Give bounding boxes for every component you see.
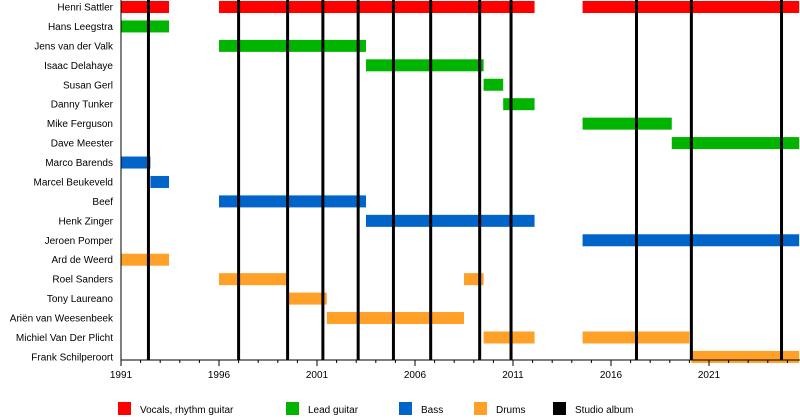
x-tick-label: 1996: [208, 370, 231, 381]
member-bar: [326, 312, 464, 325]
member-bar: [582, 117, 672, 130]
member-bar: [121, 156, 151, 169]
x-tick-label: 2016: [600, 370, 623, 381]
member-label: Roel Sanders: [52, 275, 113, 286]
x-tick-label: 2021: [698, 370, 721, 381]
member-label: Beef: [92, 197, 113, 208]
studio-album-line: [634, 0, 638, 360]
studio-album-line: [237, 0, 241, 360]
member-label: Mike Ferguson: [47, 119, 113, 130]
x-tick-label: 1991: [110, 370, 133, 381]
studio-album-line: [146, 0, 150, 360]
legend-swatch-bass: [399, 402, 412, 415]
member-label: Dave Meester: [51, 139, 114, 150]
legend-swatch-album: [553, 402, 566, 415]
studio-album-line: [429, 0, 433, 360]
member-label: Michiel Van Der Plicht: [16, 333, 113, 344]
studio-album-line: [689, 0, 693, 360]
legend-label-album: Studio album: [575, 405, 633, 416]
member-label: Marcel Beukeveld: [34, 177, 113, 188]
member-bar: [503, 98, 535, 111]
member-bar: [483, 78, 504, 91]
member-bar: [366, 214, 535, 227]
studio-album-line: [509, 0, 513, 360]
member-bar: [150, 175, 170, 188]
studio-album-line: [286, 0, 290, 360]
studio-album-line: [780, 0, 784, 360]
member-bar: [121, 1, 170, 13]
member-bar: [219, 273, 288, 286]
studio-album-line: [321, 0, 325, 360]
member-label: Danny Tunker: [51, 100, 114, 111]
legend-label-vocals: Vocals, rhythm guitar: [140, 405, 234, 416]
member-label: Ariën van Weesenbeek: [10, 314, 114, 325]
member-label: Tony Laureano: [47, 294, 114, 305]
studio-album-line: [356, 0, 360, 360]
studio-album-line: [391, 0, 395, 360]
x-tick-label: 2011: [502, 370, 524, 381]
member-label: Henri Sattler: [57, 3, 113, 14]
member-label: Ard de Weerd: [51, 255, 113, 266]
member-label: Marco Barends: [45, 158, 113, 169]
member-bar: [287, 292, 327, 305]
member-label: Isaac Delahaye: [44, 61, 113, 72]
legend-label-drums: Drums: [496, 405, 525, 416]
member-label: Jens van der Valk: [34, 41, 114, 52]
legend-swatch-vocals: [118, 402, 131, 415]
member-bar: [483, 331, 535, 344]
member-bar: [671, 137, 800, 150]
member-label: Hans Leegstra: [48, 22, 113, 33]
member-label: Frank Schilperoort: [31, 352, 113, 363]
member-label: Susan Gerl: [63, 80, 113, 91]
member-bar: [366, 59, 484, 72]
member-bar: [121, 20, 170, 33]
legend-label-lead: Lead guitar: [308, 405, 359, 416]
member-label: Jeroen Pomper: [45, 236, 114, 247]
member-bar: [219, 1, 535, 13]
member-bar: [121, 253, 170, 266]
x-tick-label: 2006: [404, 370, 427, 381]
studio-album-line: [478, 0, 482, 360]
legend-swatch-lead: [286, 402, 299, 415]
member-label: Henk Zinger: [59, 216, 114, 227]
legend-label-bass: Bass: [421, 405, 443, 416]
x-tick-label: 2001: [306, 370, 329, 381]
legend-swatch-drums: [474, 402, 487, 415]
member-bar: [219, 195, 366, 208]
member-bar: [219, 39, 366, 52]
